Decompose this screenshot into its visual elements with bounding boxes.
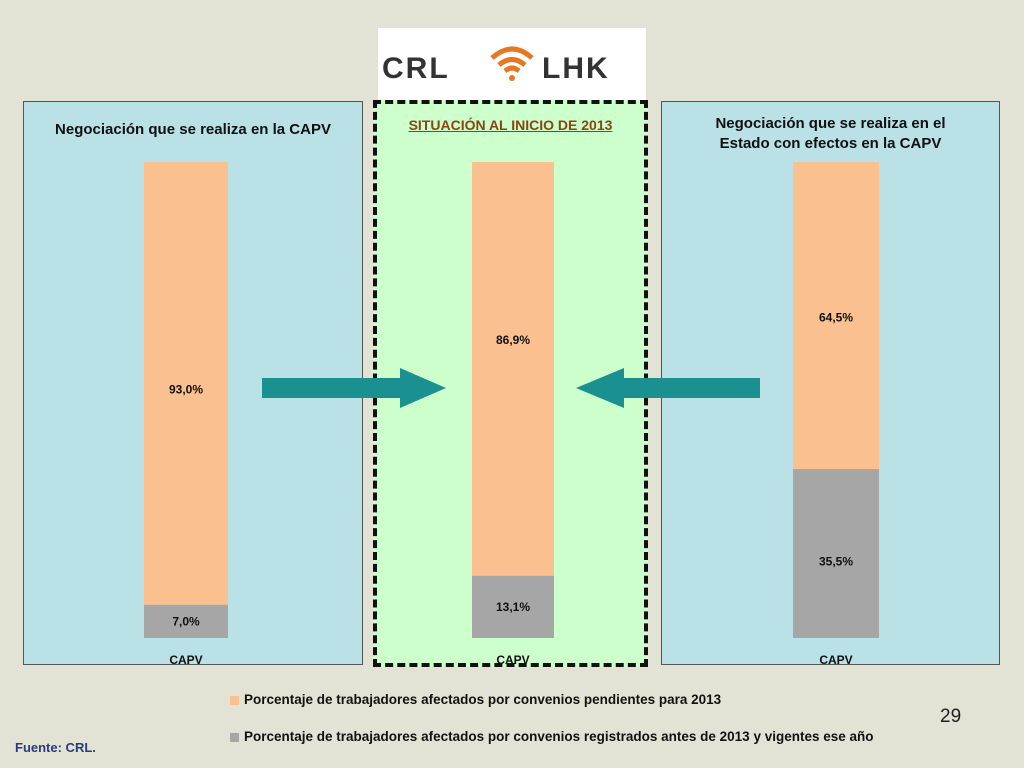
logo-left-text: CRL <box>382 52 450 85</box>
wifi-icon <box>490 46 534 81</box>
data-label-pending-chart3: 64,5% <box>819 311 853 325</box>
panel-estado-title-line2: Estado con efectos en la CAPV <box>719 135 942 152</box>
panel-situation-title: SITUACIÓN AL INICIO DE 2013 <box>408 117 613 133</box>
bar-segment-registered-chart3 <box>793 469 879 638</box>
arrow-left-icon <box>576 368 760 408</box>
data-label-pending-chart1: 93,0% <box>169 382 203 396</box>
page-number: 29 <box>940 706 962 727</box>
legend-swatch-registered <box>230 732 239 742</box>
panel-capv-title: Negociación que se realiza en la CAPV <box>55 121 331 138</box>
data-label-registered-chart1: 7,0% <box>172 614 200 628</box>
category-label-chart2: CAPV <box>496 653 529 667</box>
legend-label-pending: Porcentaje de trabajadores afectados por… <box>244 692 722 707</box>
bar-segment-pending-chart2 <box>472 162 554 576</box>
bar-segment-pending-chart1 <box>144 162 228 605</box>
bar-segment-pending-chart3 <box>793 162 879 470</box>
crl-lhk-logo: CRL LHK <box>378 28 646 100</box>
category-label-chart1: CAPV <box>169 653 202 667</box>
logo-image: CRL LHK <box>382 46 610 85</box>
legend-swatch-pending <box>230 695 239 705</box>
legend-item-pending: Porcentaje de trabajadores afectados por… <box>230 692 721 707</box>
data-label-pending-chart2: 86,9% <box>496 333 530 347</box>
bar-segment-registered-chart1 <box>144 604 228 638</box>
panel-estado-title-line1: Negociación que se realiza en el <box>715 115 946 132</box>
legend-item-registered: Porcentaje de trabajadores afectados por… <box>230 729 874 744</box>
source-note: Fuente: CRL. <box>15 740 96 755</box>
logo-right-text: LHK <box>542 52 610 85</box>
bar-segment-registered-chart2 <box>472 575 554 638</box>
arrow-right-icon <box>262 368 446 408</box>
category-label-chart3: CAPV <box>819 653 852 667</box>
data-label-registered-chart2: 13,1% <box>496 600 530 614</box>
data-label-registered-chart3: 35,5% <box>819 555 853 569</box>
legend-label-registered: Porcentaje de trabajadores afectados por… <box>244 729 874 744</box>
